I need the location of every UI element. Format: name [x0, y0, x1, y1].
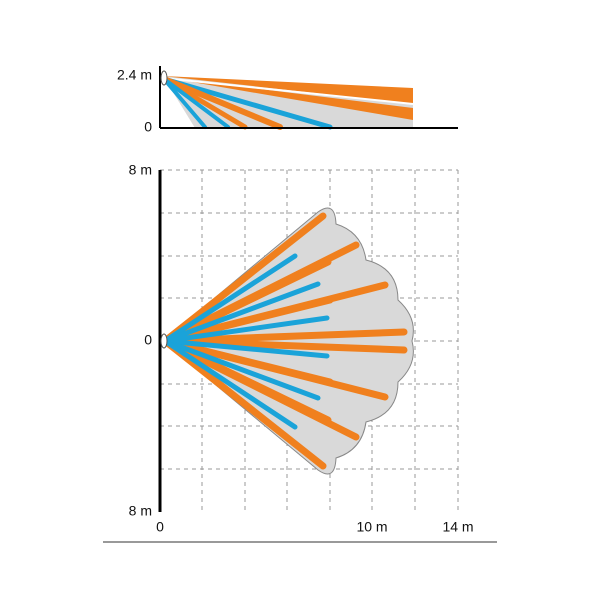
long-beams	[161, 212, 408, 470]
y-label: 0	[144, 332, 152, 348]
sensor	[160, 333, 168, 349]
side-beam	[162, 77, 230, 129]
x-label: 0	[156, 519, 164, 535]
side-y-label: 0	[144, 119, 152, 135]
short-beams	[162, 253, 330, 430]
side-y-label: 2.4 m	[117, 67, 152, 83]
side-beam	[161, 76, 283, 130]
side-beam	[162, 77, 207, 129]
side-beam	[163, 77, 413, 120]
x-label: 14 m	[442, 519, 473, 535]
sensor	[160, 70, 168, 86]
y-label: 8 m	[129, 503, 152, 519]
top-view: 8 m 0 8 m 0 10 m 14 m	[103, 162, 497, 543]
x-label: 10 m	[356, 519, 387, 535]
coverage-area	[162, 207, 414, 475]
side-beam-gap	[162, 77, 414, 105]
side-view: 2.4 m 0	[117, 66, 458, 135]
side-beam	[161, 76, 333, 130]
y-label: 8 m	[129, 162, 152, 178]
